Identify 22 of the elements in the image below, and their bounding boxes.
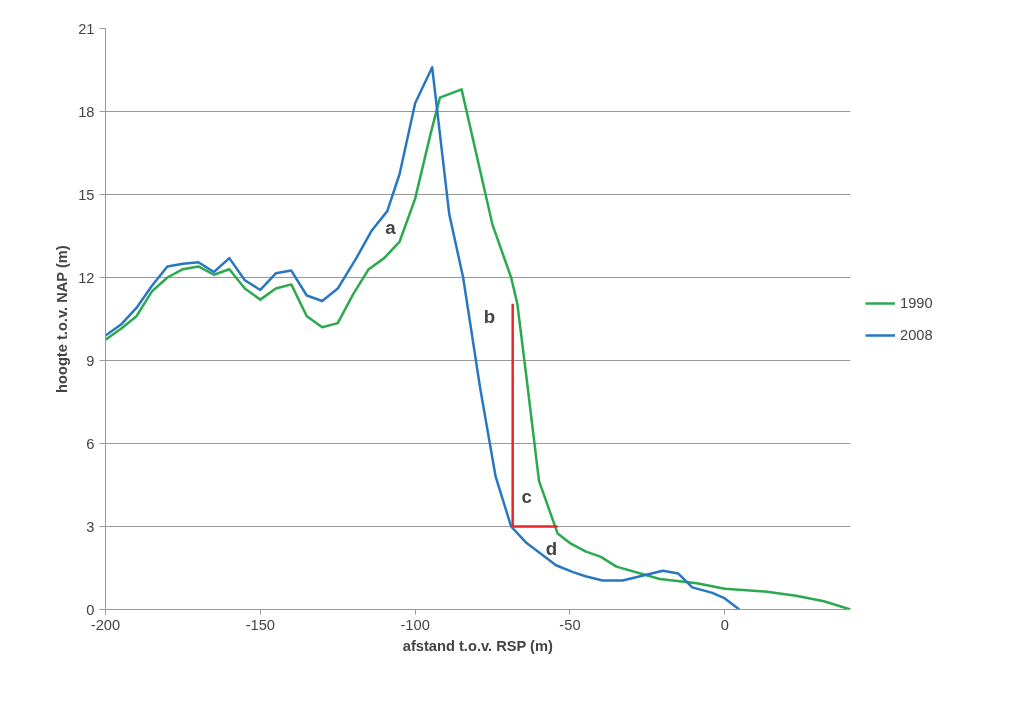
y-tick-label: 0: [86, 601, 95, 618]
y-tick-label: 21: [78, 20, 95, 37]
y-tick-label: 18: [78, 103, 95, 120]
x-axis-title: afstand t.o.v. RSP (m): [402, 637, 554, 654]
y-tick-label: 9: [86, 352, 95, 369]
annotation: c: [521, 485, 532, 507]
legend-label: 2008: [900, 326, 933, 343]
x-tick-label: -50: [559, 616, 581, 633]
annotation: d: [545, 538, 558, 560]
annotation: b: [483, 305, 496, 327]
x-tick-label: 0: [720, 616, 729, 633]
annotation: a: [385, 217, 397, 239]
y-tick-label: 3: [86, 518, 95, 535]
legend-label: 1990: [900, 294, 933, 311]
x-tick-label: -150: [245, 616, 275, 633]
line-series: [105, 65, 741, 610]
y-axis-title: hoogte t.o.v. NAP (m): [54, 245, 71, 393]
y-tick-label: 6: [86, 435, 95, 452]
x-tick-label: -200: [90, 616, 121, 633]
x-tick-label: -100: [400, 616, 430, 633]
y-tick-label: 12: [78, 269, 95, 286]
y-tick-label: 15: [78, 186, 95, 203]
